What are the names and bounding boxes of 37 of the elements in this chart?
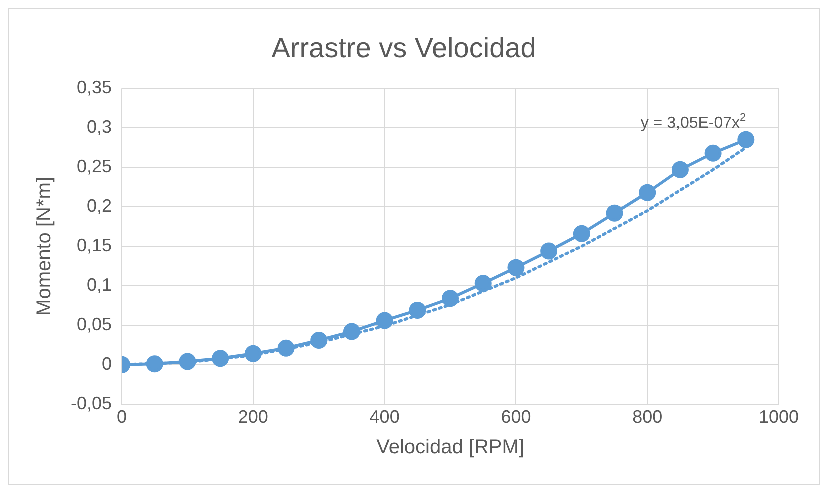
x-tick-label: 600 bbox=[501, 407, 532, 428]
point bbox=[474, 275, 492, 292]
point bbox=[573, 225, 590, 242]
point bbox=[409, 302, 426, 319]
x-tick-label: 200 bbox=[238, 407, 268, 428]
point bbox=[146, 356, 164, 373]
chart-title: Arrastre vs Velocidad bbox=[272, 32, 536, 64]
point bbox=[278, 340, 295, 357]
y-tick-label: 0,1 bbox=[86, 274, 112, 295]
x-tick-label: 800 bbox=[632, 407, 663, 428]
x-tick-label: 400 bbox=[370, 407, 400, 428]
y-tick-label: -0,05 bbox=[70, 393, 112, 414]
point bbox=[606, 204, 624, 222]
point bbox=[639, 184, 656, 202]
point bbox=[244, 345, 262, 362]
y-tick-label: 0 bbox=[102, 354, 112, 374]
point bbox=[738, 131, 755, 148]
point bbox=[310, 332, 328, 349]
point bbox=[376, 312, 394, 330]
point bbox=[343, 323, 360, 340]
point bbox=[508, 259, 525, 276]
y-tick-label: 0,35 bbox=[76, 78, 112, 98]
y-tick-label: 0,25 bbox=[76, 156, 112, 177]
x-tick-label: 0 bbox=[117, 407, 128, 428]
y-axis-title: Momento [N*m] bbox=[34, 177, 56, 316]
y-tick-label: 0,3 bbox=[86, 117, 112, 138]
point bbox=[179, 353, 196, 370]
y-tick-label: 0,05 bbox=[76, 314, 112, 334]
point bbox=[704, 144, 722, 162]
point bbox=[212, 350, 230, 368]
y-tick-label: 0,2 bbox=[86, 196, 112, 216]
y-tick-label: 0,15 bbox=[76, 235, 112, 256]
point bbox=[672, 161, 689, 178]
x-axis-title: Velocidad [RPM] bbox=[376, 436, 524, 459]
x-tick-label: 1000 bbox=[758, 407, 800, 428]
point bbox=[540, 242, 558, 260]
point bbox=[442, 290, 460, 308]
